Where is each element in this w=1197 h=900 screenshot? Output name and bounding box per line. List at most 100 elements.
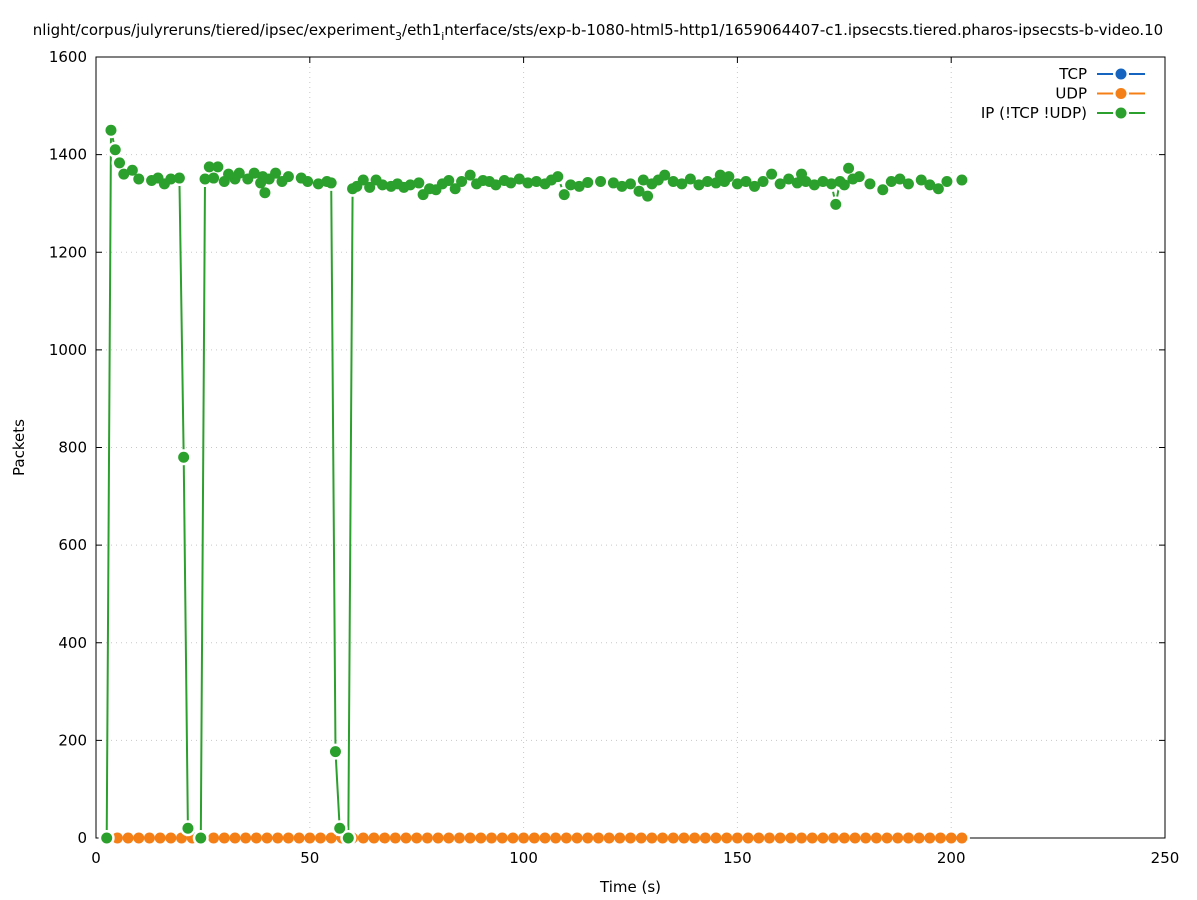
y-tick-label: 800 — [58, 439, 87, 457]
data-point — [530, 175, 542, 187]
data-point — [109, 144, 121, 156]
data-point — [518, 832, 530, 844]
data-point — [199, 173, 211, 185]
y-tick-label: 600 — [58, 536, 87, 554]
data-point — [233, 167, 245, 179]
data-point — [261, 832, 273, 844]
data-point — [870, 832, 882, 844]
x-tick-label: 0 — [91, 849, 101, 867]
data-point — [902, 832, 914, 844]
data-point — [550, 832, 562, 844]
data-point — [552, 171, 564, 183]
data-point — [389, 832, 401, 844]
data-point — [449, 183, 461, 195]
x-tick-label: 250 — [1151, 849, 1180, 867]
data-point — [314, 832, 326, 844]
data-point — [528, 832, 540, 844]
data-point — [582, 832, 594, 844]
data-point — [432, 832, 444, 844]
data-point — [774, 178, 786, 190]
data-point — [411, 832, 423, 844]
data-point — [143, 832, 155, 844]
data-point — [894, 173, 906, 185]
legend-marker — [1115, 88, 1127, 99]
data-point — [864, 178, 876, 190]
data-point — [902, 178, 914, 190]
series-layer — [98, 122, 970, 846]
series-1 — [98, 830, 970, 846]
x-axis-title: Time (s) — [599, 878, 661, 896]
data-point — [513, 173, 525, 185]
data-point — [838, 832, 850, 844]
data-point — [342, 832, 354, 844]
data-point — [105, 124, 117, 136]
data-point — [723, 171, 735, 183]
data-point — [676, 178, 688, 190]
data-point — [860, 832, 872, 844]
data-point — [817, 175, 829, 187]
data-point — [817, 832, 829, 844]
data-point — [582, 176, 594, 188]
data-point — [229, 832, 241, 844]
data-point — [490, 179, 502, 191]
data-point — [885, 175, 897, 187]
data-point — [667, 832, 679, 844]
data-point — [607, 177, 619, 189]
data-point — [400, 832, 412, 844]
data-point — [678, 832, 690, 844]
y-tick-label: 1200 — [49, 243, 87, 261]
data-point — [595, 175, 607, 187]
data-point — [218, 832, 230, 844]
data-point — [357, 174, 369, 186]
data-point — [522, 177, 534, 189]
data-point — [791, 177, 803, 189]
data-point — [325, 177, 337, 189]
data-point — [721, 832, 733, 844]
data-point — [945, 832, 957, 844]
data-point — [486, 832, 498, 844]
data-point — [304, 832, 316, 844]
data-point — [592, 832, 604, 844]
legend-label: UDP — [1055, 85, 1087, 103]
data-point — [178, 451, 190, 463]
data-point — [642, 190, 654, 202]
data-point — [830, 198, 842, 210]
y-tick-label: 1000 — [49, 341, 87, 359]
data-point — [122, 832, 134, 844]
data-point — [877, 184, 889, 196]
data-point — [935, 832, 947, 844]
data-point — [763, 832, 775, 844]
data-point — [364, 181, 376, 193]
data-point — [507, 832, 519, 844]
data-point — [212, 161, 224, 173]
data-point — [443, 174, 455, 186]
data-point — [111, 832, 123, 844]
data-point — [710, 832, 722, 844]
data-point — [165, 832, 177, 844]
data-point — [565, 179, 577, 191]
y-tick-label: 0 — [77, 829, 87, 847]
data-point — [560, 832, 572, 844]
data-point — [133, 173, 145, 185]
x-tick-label: 200 — [937, 849, 966, 867]
data-point — [443, 832, 455, 844]
legend-label: TCP — [1058, 65, 1087, 83]
data-point — [892, 832, 904, 844]
data-point — [496, 832, 508, 844]
data-point — [783, 173, 795, 185]
data-point — [368, 832, 380, 844]
data-point — [757, 175, 769, 187]
data-point — [302, 175, 314, 187]
data-point — [635, 832, 647, 844]
data-point — [774, 832, 786, 844]
data-point — [796, 832, 808, 844]
data-point — [195, 832, 207, 844]
data-point — [637, 174, 649, 186]
data-point — [915, 174, 927, 186]
series-2 — [98, 122, 970, 846]
data-point — [464, 169, 476, 181]
data-point — [282, 171, 294, 183]
data-point — [357, 832, 369, 844]
